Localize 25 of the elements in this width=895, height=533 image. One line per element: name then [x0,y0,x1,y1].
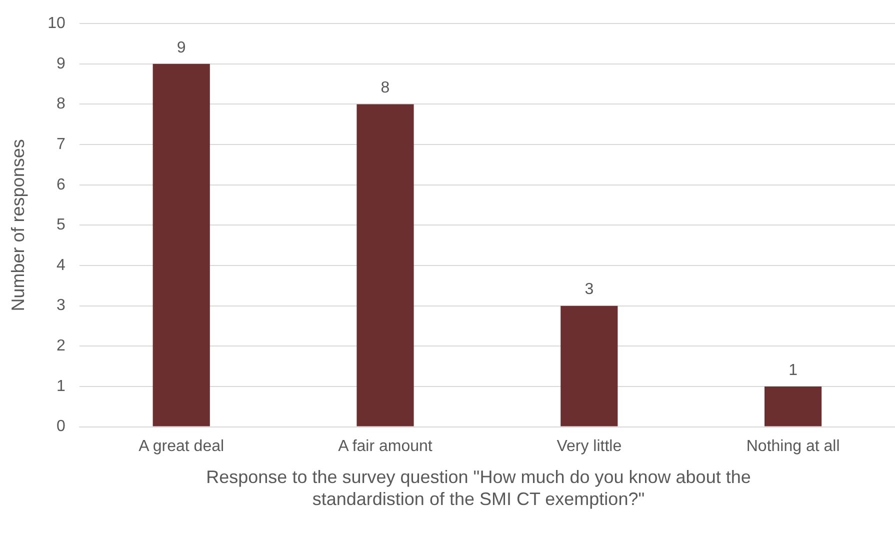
data-label: 3 [584,281,594,298]
bar [560,306,618,426]
bar [764,386,822,426]
data-label: 8 [380,80,390,97]
y-tick-label: 7 [56,136,66,153]
data-label: 1 [788,362,798,379]
y-tick-label: 1 [56,378,66,395]
y-tick-label: 10 [48,15,66,32]
y-axis-title: Number of responses [8,139,28,312]
bar [152,64,210,426]
x-axis-title: Response to the survey question "How much do you know about the standardistion of the SMI CT exemption?" [205,466,752,510]
y-tick-label: 5 [56,216,66,234]
y-tick-label: 0 [56,418,66,436]
y-tick-label: 4 [56,256,66,274]
y-tick-label: 3 [56,297,66,314]
x-tick-label: Nothing at all [746,438,840,455]
y-tick-label: 2 [56,338,66,355]
bar [356,104,414,426]
y-tick-label: 9 [56,55,66,72]
x-tick-label: A fair amount [338,438,433,455]
x-tick-label: A great deal [138,438,224,455]
y-tick-label: 8 [56,96,66,113]
y-tick-label: 6 [56,176,66,194]
data-label: 9 [176,39,186,56]
x-tick-label: Very little [556,438,622,455]
